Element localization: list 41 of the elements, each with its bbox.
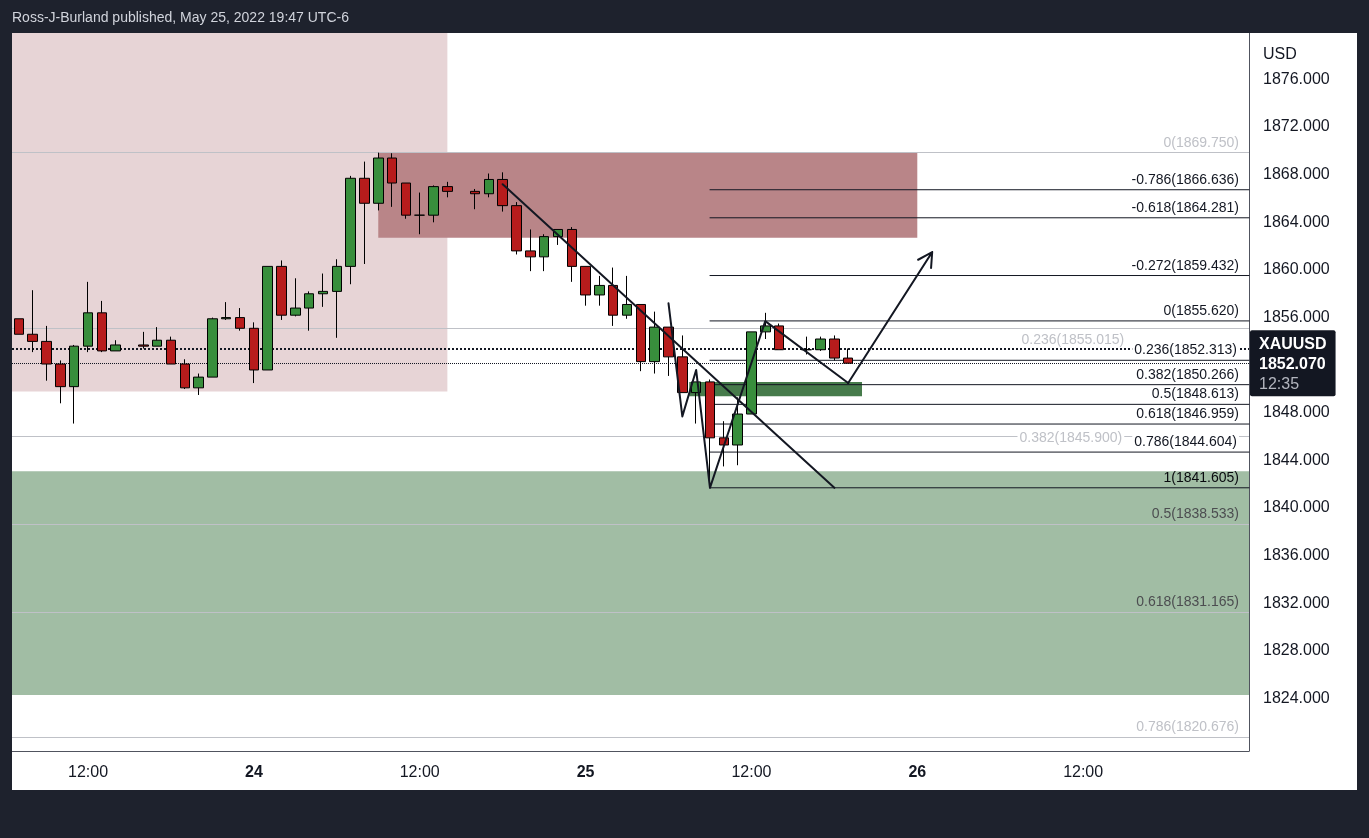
series-label: 0.786(1844.604) <box>1134 433 1237 450</box>
y-tick-label: 1844.000 <box>1263 450 1330 468</box>
series-label: 0.236(1852.313) <box>1134 341 1237 358</box>
y-tick-label: 1872.000 <box>1263 117 1330 135</box>
y-tick-label: 1864.000 <box>1263 212 1330 230</box>
y-tick-label: 1856.000 <box>1263 307 1330 325</box>
ref-line-label: 0.786(1820.676) <box>1136 718 1239 734</box>
x-tick-label: 12:00 <box>399 762 440 780</box>
y-tick-label: 1860.000 <box>1263 260 1330 278</box>
x-tick-label: 12:00 <box>1063 762 1104 780</box>
text: 12:35 <box>1259 374 1300 392</box>
series-label: -0.272(1859.432) <box>1131 256 1239 273</box>
x-tick-label: 24 <box>244 762 263 780</box>
series-label: -0.786(1866.636) <box>1131 170 1239 187</box>
y-tick-label: 1832.000 <box>1263 593 1330 611</box>
text: XAUUSD <box>1259 334 1327 352</box>
ref-line-label: 0.5(1838.533) <box>1151 505 1239 522</box>
y-axis-title: USD <box>1263 44 1297 62</box>
ref-line-label: 0.618(1831.165) <box>1136 593 1239 610</box>
x-tick-label: 12:00 <box>731 762 772 780</box>
y-tick-label: 1836.000 <box>1263 546 1330 564</box>
series-label: -0.618(1864.281) <box>1131 198 1239 215</box>
y-tick-label: 1848.000 <box>1263 403 1330 421</box>
ref-line-label: 0.236(1855.015) <box>1021 331 1125 348</box>
series-label: 0.5(1848.613) <box>1151 385 1239 402</box>
chart-title: Ross-J-Burland published, May 25, 2022 19:47 UTC-6 <box>12 8 349 26</box>
ref-line-label: 0.382(1845.900) <box>1019 428 1123 445</box>
y-tick-label: 1828.000 <box>1263 641 1330 659</box>
series-label: 1(1841.605) <box>1163 468 1239 485</box>
series-label: 0.618(1846.959) <box>1136 405 1239 422</box>
x-tick-label: 25 <box>576 762 595 780</box>
y-tick-label: 1824.000 <box>1263 688 1330 706</box>
series-label: 0.382(1850.266) <box>1136 365 1239 382</box>
y-tick-label: 1876.000 <box>1263 69 1330 87</box>
x-tick-label: 12:00 <box>67 762 109 780</box>
ref-line-label: 0(1869.750) <box>1163 133 1239 150</box>
y-tick-label: 1868.000 <box>1263 165 1330 182</box>
y-tick-label: 1840.000 <box>1263 498 1330 516</box>
series-label: 0(1855.620) <box>1163 301 1239 318</box>
ref-line-label: 1852.070 <box>1259 354 1326 372</box>
x-tick-label: 26 <box>908 762 927 780</box>
